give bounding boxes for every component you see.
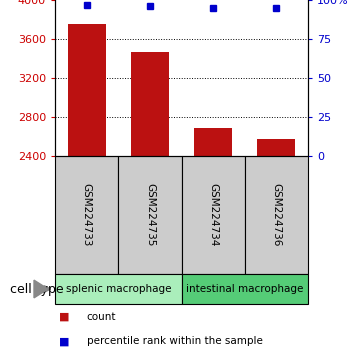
Bar xyxy=(68,24,106,156)
Text: cell type: cell type xyxy=(10,282,64,296)
Bar xyxy=(257,139,295,156)
Bar xyxy=(131,52,169,156)
Bar xyxy=(182,274,308,304)
Bar xyxy=(118,156,182,274)
Text: GSM224734: GSM224734 xyxy=(208,183,218,247)
Bar xyxy=(182,156,245,274)
Text: intestinal macrophage: intestinal macrophage xyxy=(186,284,303,294)
Text: percentile rank within the sample: percentile rank within the sample xyxy=(86,337,262,347)
Bar xyxy=(55,156,118,274)
Text: ■: ■ xyxy=(58,337,69,347)
Text: splenic macrophage: splenic macrophage xyxy=(65,284,171,294)
Bar xyxy=(245,156,308,274)
Text: GSM224733: GSM224733 xyxy=(82,183,92,247)
Text: ■: ■ xyxy=(58,312,69,321)
Bar xyxy=(55,274,182,304)
Text: GSM224736: GSM224736 xyxy=(271,183,281,247)
Text: GSM224735: GSM224735 xyxy=(145,183,155,247)
Text: count: count xyxy=(86,312,116,321)
Bar xyxy=(194,128,232,156)
